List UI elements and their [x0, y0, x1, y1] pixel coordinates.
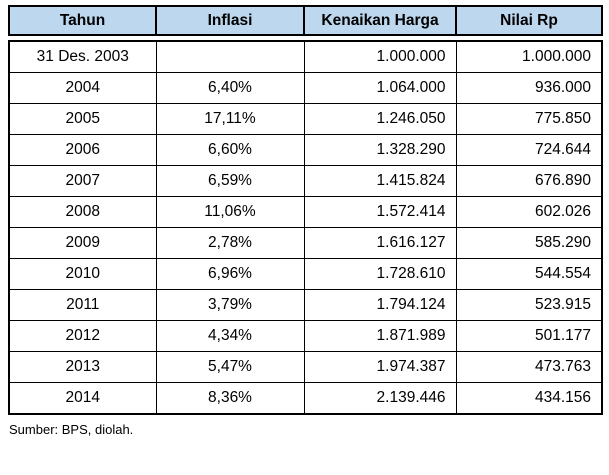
- inflation-table-body: 31 Des. 2003 1.000.000 1.000.000 2004 6,…: [8, 40, 603, 415]
- table-row: 2004 6,40% 1.064.000 936.000: [8, 72, 603, 104]
- cell-tahun: 2009: [8, 227, 157, 259]
- cell-kenaikan-harga: 2.139.446: [303, 382, 457, 415]
- cell-nilai-rp: 585.290: [455, 227, 603, 259]
- cell-inflasi: 17,11%: [155, 103, 305, 135]
- cell-tahun: 2008: [8, 196, 157, 228]
- cell-inflasi: 6,59%: [155, 165, 305, 197]
- cell-kenaikan-harga: 1.728.610: [303, 258, 457, 290]
- cell-kenaikan-harga: 1.572.414: [303, 196, 457, 228]
- cell-nilai-rp: 523.915: [455, 289, 603, 321]
- table-row: 2011 3,79% 1.794.124 523.915: [8, 289, 603, 321]
- table-row: 2009 2,78% 1.616.127 585.290: [8, 227, 603, 259]
- cell-inflasi: 3,79%: [155, 289, 305, 321]
- header-row: Tahun Inflasi Kenaikan Harga Nilai Rp: [8, 5, 603, 36]
- cell-nilai-rp: 473.763: [455, 351, 603, 383]
- cell-nilai-rp: 936.000: [455, 72, 603, 104]
- cell-inflasi: 6,40%: [155, 72, 305, 104]
- table-page: Tahun Inflasi Kenaikan Harga Nilai Rp 31…: [8, 5, 603, 437]
- cell-nilai-rp: 724.644: [455, 134, 603, 166]
- cell-tahun: 2007: [8, 165, 157, 197]
- table-row: 2008 11,06% 1.572.414 602.026: [8, 196, 603, 228]
- table-row: 2013 5,47% 1.974.387 473.763: [8, 351, 603, 383]
- cell-kenaikan-harga: 1.871.989: [303, 320, 457, 352]
- header-inflasi: Inflasi: [155, 5, 305, 36]
- cell-tahun: 2010: [8, 258, 157, 290]
- cell-kenaikan-harga: 1.000.000: [303, 40, 457, 73]
- cell-inflasi: 8,36%: [155, 382, 305, 415]
- table-row: 31 Des. 2003 1.000.000 1.000.000: [8, 40, 603, 73]
- cell-inflasi: 2,78%: [155, 227, 305, 259]
- cell-tahun: 2004: [8, 72, 157, 104]
- cell-tahun: 31 Des. 2003: [8, 40, 157, 73]
- cell-kenaikan-harga: 1.246.050: [303, 103, 457, 135]
- source-note: Sumber: BPS, diolah.: [9, 422, 134, 437]
- cell-inflasi: 6,60%: [155, 134, 305, 166]
- cell-kenaikan-harga: 1.328.290: [303, 134, 457, 166]
- cell-nilai-rp: 775.850: [455, 103, 603, 135]
- cell-inflasi: 4,34%: [155, 320, 305, 352]
- cell-tahun: 2005: [8, 103, 157, 135]
- cell-inflasi: 5,47%: [155, 351, 305, 383]
- header-kenaikan-harga: Kenaikan Harga: [303, 5, 457, 36]
- table-row: 2014 8,36% 2.139.446 434.156: [8, 382, 603, 415]
- cell-nilai-rp: 544.554: [455, 258, 603, 290]
- cell-kenaikan-harga: 1.415.824: [303, 165, 457, 197]
- cell-kenaikan-harga: 1.616.127: [303, 227, 457, 259]
- table-row: 2012 4,34% 1.871.989 501.177: [8, 320, 603, 352]
- cell-kenaikan-harga: 1.064.000: [303, 72, 457, 104]
- cell-kenaikan-harga: 1.974.387: [303, 351, 457, 383]
- cell-nilai-rp: 1.000.000: [455, 40, 603, 73]
- table-row: 2010 6,96% 1.728.610 544.554: [8, 258, 603, 290]
- cell-nilai-rp: 434.156: [455, 382, 603, 415]
- cell-tahun: 2013: [8, 351, 157, 383]
- cell-tahun: 2014: [8, 382, 157, 415]
- cell-inflasi: 11,06%: [155, 196, 305, 228]
- header-tahun: Tahun: [8, 5, 157, 36]
- table-row: 2006 6,60% 1.328.290 724.644: [8, 134, 603, 166]
- cell-tahun: 2011: [8, 289, 157, 321]
- inflation-table-header: Tahun Inflasi Kenaikan Harga Nilai Rp: [8, 5, 603, 36]
- cell-nilai-rp: 676.890: [455, 165, 603, 197]
- table-row: 2007 6,59% 1.415.824 676.890: [8, 165, 603, 197]
- cell-tahun: 2012: [8, 320, 157, 352]
- cell-tahun: 2006: [8, 134, 157, 166]
- cell-kenaikan-harga: 1.794.124: [303, 289, 457, 321]
- cell-inflasi: [155, 40, 305, 73]
- table-row: 2005 17,11% 1.246.050 775.850: [8, 103, 603, 135]
- cell-nilai-rp: 501.177: [455, 320, 603, 352]
- cell-inflasi: 6,96%: [155, 258, 305, 290]
- cell-nilai-rp: 602.026: [455, 196, 603, 228]
- header-nilai-rp: Nilai Rp: [455, 5, 603, 36]
